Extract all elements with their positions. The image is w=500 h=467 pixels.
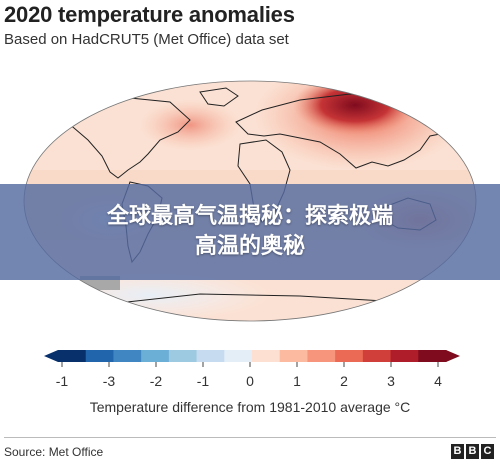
scale-tick-label: 3 <box>387 373 395 389</box>
scale-swatch <box>252 350 281 362</box>
banner-line-2: 高温的奥秘 <box>194 234 305 259</box>
scale-tick-label: 0 <box>246 373 254 389</box>
scale-swatch <box>390 350 419 362</box>
scale-swatch <box>362 350 391 362</box>
scale-right-arrow <box>446 350 460 362</box>
chart-title: 2020 temperature anomalies <box>4 2 295 27</box>
scale-swatch <box>307 350 336 362</box>
scale-tick-label: -1 <box>197 373 210 389</box>
source-note: Source: Met Office <box>4 445 104 459</box>
north-america-outline <box>59 97 191 179</box>
scale-swatch <box>335 350 364 362</box>
scale-left-arrow <box>44 350 58 362</box>
scale-caption: Temperature difference from 1981-2010 av… <box>89 399 411 415</box>
scale-tick-label: -1 <box>56 373 69 389</box>
scale-swatch <box>58 350 87 362</box>
scale-swatch <box>113 350 142 362</box>
color-scale: -1 -3 -2 -1 0 1 2 3 4 <box>44 350 460 389</box>
scale-swatch <box>85 350 114 362</box>
chart-subtitle: Based on HadCRUT5 (Met Office) data set <box>4 31 289 48</box>
footer-divider <box>4 437 496 438</box>
greenland-outline <box>199 87 239 107</box>
scale-swatch <box>279 350 308 362</box>
banner-line-1: 全球最高气温揭秘：探索极端 <box>106 204 393 229</box>
siberia-hotspot <box>293 81 417 135</box>
scale-tick-label: 2 <box>340 373 348 389</box>
scale-tick-label: 1 <box>293 373 301 389</box>
scale-tick-label: 4 <box>434 373 442 389</box>
logo-letter: C <box>481 444 494 459</box>
scale-swatch <box>141 350 170 362</box>
scale-tick-label: -3 <box>103 373 116 389</box>
bbc-logo: B B C <box>451 444 494 459</box>
scale-swatch <box>418 350 447 362</box>
headline-banner: 全球最高气温揭秘：探索极端 高温的奥秘 <box>0 184 500 280</box>
scale-swatch <box>224 350 253 362</box>
logo-letter: B <box>451 444 464 459</box>
scale-swatch <box>168 350 197 362</box>
scale-swatch <box>196 350 225 362</box>
scale-tick-label: -2 <box>150 373 163 389</box>
logo-letter: B <box>466 444 479 459</box>
